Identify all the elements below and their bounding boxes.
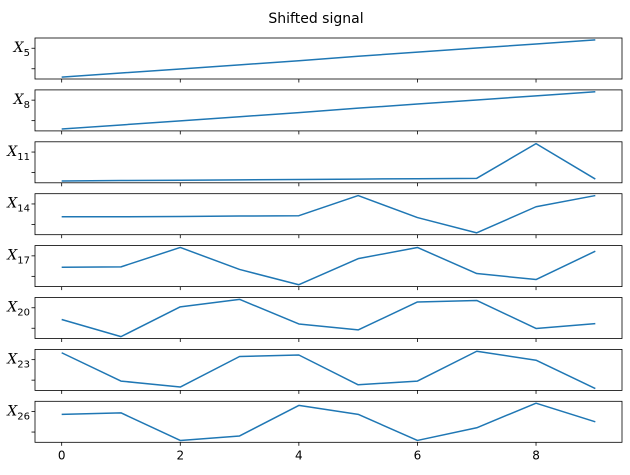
y-label-subscript: 11: [17, 152, 30, 163]
axes-frame: [34, 193, 623, 236]
y-axis-label: X5: [13, 40, 30, 59]
y-label-subscript: 17: [17, 256, 30, 267]
y-axis-label: X11: [6, 144, 30, 163]
x-tick-label: 0: [58, 448, 66, 462]
y-label-symbol: X: [13, 92, 25, 108]
y-label-symbol: X: [6, 351, 18, 367]
axes-frame: [34, 297, 623, 339]
series-line: [61, 142, 596, 182]
y-label-subscript: 23: [17, 359, 30, 370]
axes-frame: [34, 141, 623, 184]
x-tick-label: 4: [295, 448, 303, 462]
y-label-symbol: X: [6, 144, 18, 160]
series-line: [61, 350, 596, 390]
x-tick-label: 6: [414, 448, 422, 462]
subplot-panel: X5: [13, 37, 623, 83]
x-tick-label: 8: [532, 448, 540, 462]
series-line: [61, 298, 596, 338]
axes-frame: [34, 400, 623, 443]
subplot-panel: X20: [6, 297, 623, 342]
y-axis-label: X8: [13, 92, 30, 111]
subplot-panel: X11: [6, 141, 623, 187]
y-axis-label: X17: [6, 248, 30, 267]
series-line: [61, 194, 596, 234]
y-label-subscript: 20: [17, 308, 30, 319]
chart-title: Shifted signal: [268, 11, 363, 27]
subplot-panel: X26 0 2 4 6 8: [6, 400, 623, 462]
axes-frame: [34, 89, 623, 132]
subplot-panel: X14: [6, 193, 623, 239]
y-label-symbol: X: [13, 40, 25, 56]
series-line: [61, 246, 596, 286]
series-line: [61, 39, 596, 78]
y-axis-label: X26: [6, 403, 30, 422]
y-label-symbol: X: [6, 248, 18, 264]
axes-frame: [34, 245, 623, 288]
y-axis-label: X20: [6, 300, 30, 319]
y-label-symbol: X: [6, 196, 18, 212]
y-axis-label: X14: [6, 196, 30, 215]
subplot-panel: X23: [6, 348, 623, 394]
y-label-symbol: X: [6, 403, 18, 419]
y-label-subscript: 8: [24, 100, 30, 111]
y-label-symbol: X: [6, 300, 18, 316]
subplot-panel: X17: [6, 245, 623, 291]
y-label-subscript: 26: [17, 411, 30, 422]
y-axis-label: X23: [6, 351, 30, 370]
axes-frame: [34, 37, 623, 80]
axes-frame: [34, 348, 623, 391]
y-label-subscript: 5: [24, 48, 30, 59]
subplot-panel: X8: [13, 89, 623, 135]
x-tick-label: 2: [176, 448, 184, 462]
series-line: [61, 402, 596, 442]
y-label-subscript: 14: [17, 204, 30, 215]
series-line: [61, 91, 596, 130]
